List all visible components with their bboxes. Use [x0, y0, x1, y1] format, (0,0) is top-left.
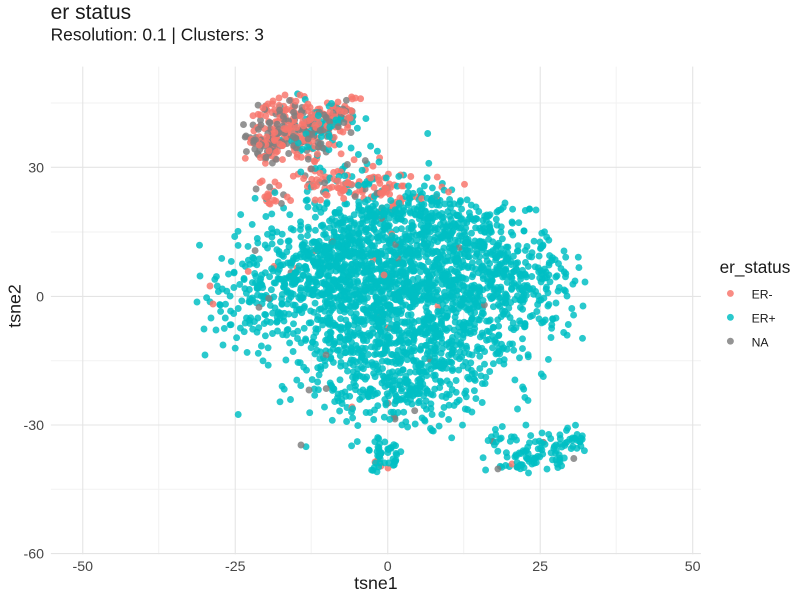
svg-text:-30: -30 — [23, 418, 44, 434]
svg-text:er status: er status — [51, 1, 132, 24]
svg-text:-50: -50 — [72, 559, 93, 575]
svg-text:50: 50 — [685, 559, 701, 575]
svg-text:NA: NA — [752, 335, 770, 349]
svg-text:-60: -60 — [23, 547, 44, 563]
svg-text:ER+: ER+ — [752, 312, 776, 326]
svg-text:0: 0 — [36, 289, 44, 305]
svg-text:0: 0 — [384, 559, 392, 575]
svg-text:er_status: er_status — [720, 257, 791, 277]
svg-text:25: 25 — [532, 559, 548, 575]
svg-text:30: 30 — [28, 160, 44, 176]
svg-text:Resolution: 0.1 | Clusters: 3: Resolution: 0.1 | Clusters: 3 — [51, 25, 264, 45]
svg-text:tsne2: tsne2 — [5, 284, 25, 328]
svg-text:ER-: ER- — [752, 288, 773, 302]
svg-text:-25: -25 — [225, 559, 246, 575]
svg-text:tsne1: tsne1 — [354, 573, 398, 593]
